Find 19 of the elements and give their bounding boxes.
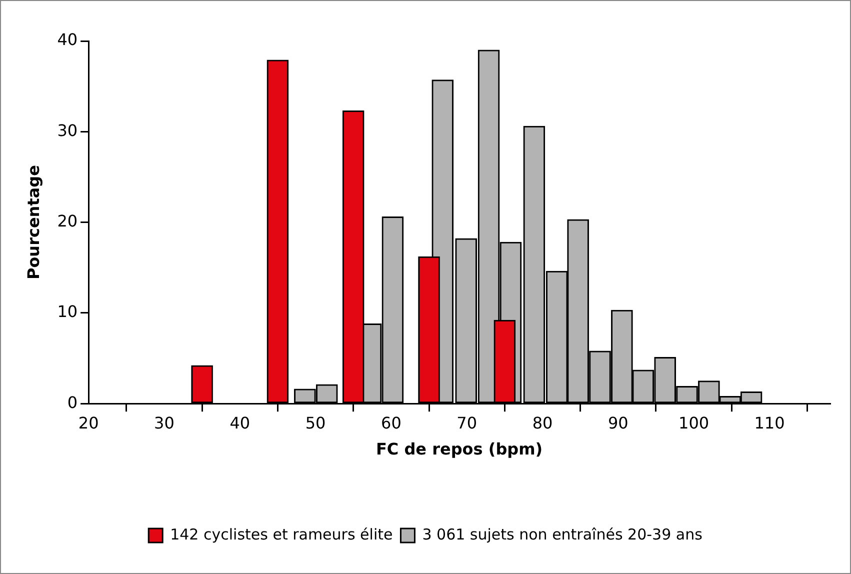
y-tick-label: 20 — [57, 211, 78, 230]
x-tick-label: 20 — [78, 413, 99, 432]
y-tick-label: 40 — [57, 30, 78, 50]
legend-label: 142 cyclistes et rameurs élite — [170, 525, 393, 544]
y-tick-label: 0 — [67, 392, 78, 412]
legend-label: 3 061 sujets non entraînés 20-39 ans — [422, 525, 703, 544]
y-axis-title: Pourcentage — [24, 164, 43, 280]
x-tick-label: 60 — [381, 413, 402, 432]
x-axis-title: FC de repos (bpm) — [376, 440, 543, 459]
x-tick-label: 100 — [678, 413, 710, 432]
x-tick-label: 110 — [754, 413, 785, 432]
x-tick-label: 80 — [532, 413, 553, 432]
y-tick-label: 10 — [57, 302, 78, 322]
x-tick-label: 30 — [154, 413, 174, 432]
x-tick-label: 90 — [608, 413, 628, 432]
y-tick-label: 30 — [57, 120, 78, 140]
x-tick-label: 40 — [230, 413, 250, 432]
x-tick-label: 50 — [305, 413, 326, 432]
x-tick-label: 70 — [456, 413, 478, 432]
